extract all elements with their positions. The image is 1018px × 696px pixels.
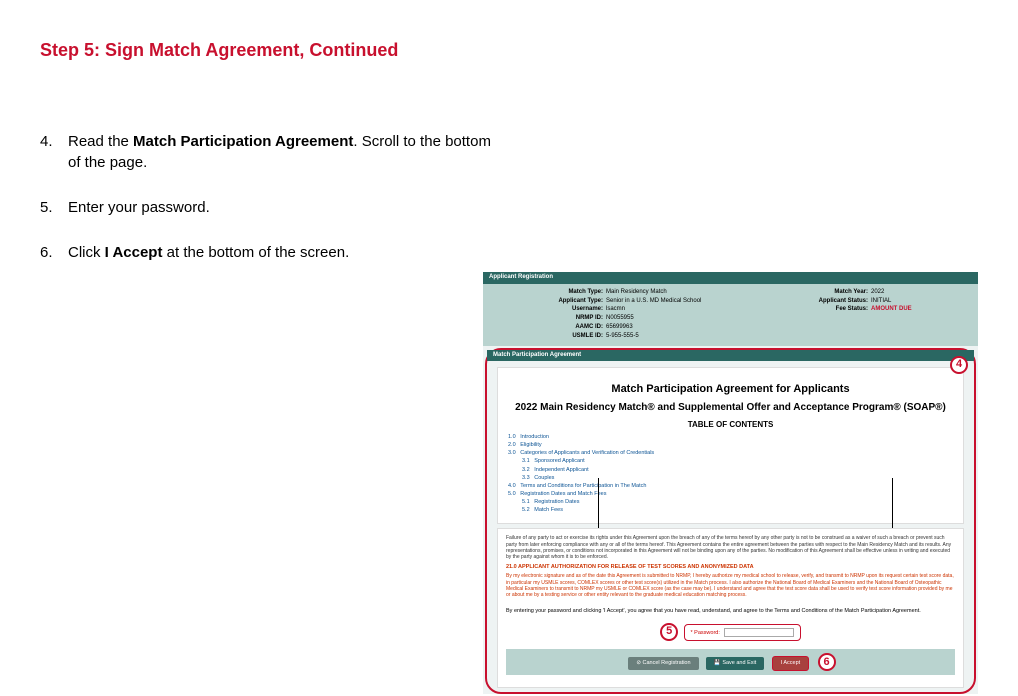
usmle-label: USMLE ID: (543, 333, 603, 341)
toc-text[interactable]: Terms and Conditions for Participation i… (520, 483, 646, 489)
password-input[interactable] (724, 628, 794, 637)
instruction-num: 5. (40, 197, 53, 218)
agreement-title: Match Participation Agreement for Applic… (508, 382, 953, 396)
toc-num: 1.0 (508, 434, 516, 440)
callout-4: 4 (950, 356, 968, 374)
callout-6: 6 (818, 653, 836, 671)
instruction-text-bold: I Accept (105, 244, 163, 261)
applicant-type-label: Applicant Type: (543, 298, 603, 306)
match-year-value: 2022 (871, 289, 884, 295)
toc-num: 3.1 (522, 458, 530, 464)
instruction-6: 6. Click I Accept at the bottom of the s… (40, 242, 500, 263)
nrmp-label: NRMP ID: (543, 315, 603, 323)
toc-text[interactable]: Match Fees (534, 507, 563, 513)
toc-text[interactable]: Registration Dates and Match Fees (520, 491, 606, 497)
instruction-text-bold: Match Participation Agreement (133, 133, 353, 150)
screenshot-panel: Applicant Registration Match Type:Main R… (483, 272, 978, 696)
legal-paragraph: Failure of any party to act or exercise … (506, 535, 955, 560)
password-highlight-box: * Password: (684, 624, 801, 641)
agreement-highlight-box: 4 Match Participation Agreement Match Pa… (485, 348, 976, 695)
applicant-info-panel: Match Type:Main Residency Match Applican… (483, 284, 978, 346)
toc-num: 5.0 (508, 491, 516, 497)
toc-num: 5.2 (522, 507, 530, 513)
match-type-label: Match Type: (543, 289, 603, 297)
toc-num: 2.0 (508, 442, 516, 448)
toc-num: 4.0 (508, 483, 516, 489)
fee-status-label: Fee Status: (788, 306, 868, 314)
usmle-value: 5-955-555-5 (606, 333, 639, 339)
toc-text[interactable]: Registration Dates (534, 499, 579, 505)
toc-text[interactable]: Sponsored Applicant (534, 458, 584, 464)
applicant-status-value: INITIAL (871, 298, 891, 304)
toc-heading: TABLE OF CONTENTS (508, 420, 953, 430)
instruction-5: 5. Enter your password. (40, 197, 500, 218)
consent-text: By entering your password and clicking '… (506, 608, 955, 615)
nrmp-value: N0055955 (606, 315, 634, 321)
aamc-label: AAMC ID: (543, 324, 603, 332)
save-label: Save and Exit (722, 660, 756, 666)
callout-5: 5 (660, 623, 678, 641)
toc-num: 5.1 (522, 499, 530, 505)
match-year-label: Match Year: (788, 289, 868, 297)
username-value: lsacmn (606, 306, 625, 312)
instruction-text-pre: Enter your password. (68, 199, 210, 216)
button-bar: ⊘ Cancel Registration 💾 Save and Exit I … (506, 649, 955, 675)
instruction-list: 4. Read the Match Participation Agreemen… (40, 131, 500, 263)
toc-num: 3.0 (508, 450, 516, 456)
toc-text[interactable]: Couples (534, 475, 554, 481)
toc-text[interactable]: Independent Applicant (534, 467, 588, 473)
toc-num: 3.2 (522, 467, 530, 473)
instruction-text-post: at the bottom of the screen. (162, 244, 349, 261)
match-type-value: Main Residency Match (606, 289, 667, 295)
i-accept-button[interactable]: I Accept (772, 656, 810, 671)
agreement-document: Match Participation Agreement for Applic… (497, 367, 964, 524)
instruction-num: 6. (40, 242, 53, 263)
instruction-text-pre: Read the (68, 133, 133, 150)
aamc-value: 65699963 (606, 324, 633, 330)
step-title: Step 5: Sign Match Agreement, Continued (40, 40, 500, 61)
fee-status-value: AMOUNT DUE (871, 306, 912, 312)
save-exit-button[interactable]: 💾 Save and Exit (706, 657, 764, 670)
applicant-type-value: Senior in a U.S. MD Medical School (606, 298, 701, 304)
toc-text[interactable]: Introduction (520, 434, 549, 440)
agreement-bar: Match Participation Agreement (487, 350, 974, 362)
toc-text[interactable]: Categories of Applicants and Verificatio… (520, 450, 654, 456)
instruction-column: Step 5: Sign Match Agreement, Continued … (40, 40, 500, 287)
toc-num: 3.3 (522, 475, 530, 481)
agreement-bottom: Failure of any party to act or exercise … (497, 528, 964, 688)
password-label: * Password: (691, 630, 720, 637)
instruction-4: 4. Read the Match Participation Agreemen… (40, 131, 500, 173)
agreement-subtitle: 2022 Main Residency Match® and Supplemen… (508, 401, 953, 414)
username-label: Username: (543, 306, 603, 314)
instruction-num: 4. (40, 131, 53, 152)
toc-text[interactable]: Eligibility (520, 442, 541, 448)
instruction-text-pre: Click (68, 244, 105, 261)
cancel-registration-button[interactable]: ⊘ Cancel Registration (628, 657, 698, 670)
registration-header: Applicant Registration (483, 272, 978, 284)
cancel-label: Cancel Registration (643, 660, 691, 666)
applicant-status-label: Applicant Status: (788, 298, 868, 306)
section-21-heading: 21.0 APPLICANT AUTHORIZATION FOR RELEASE… (506, 564, 955, 571)
table-of-contents: 1.0 Introduction 2.0 Eligibility 3.0 Cat… (508, 434, 953, 514)
